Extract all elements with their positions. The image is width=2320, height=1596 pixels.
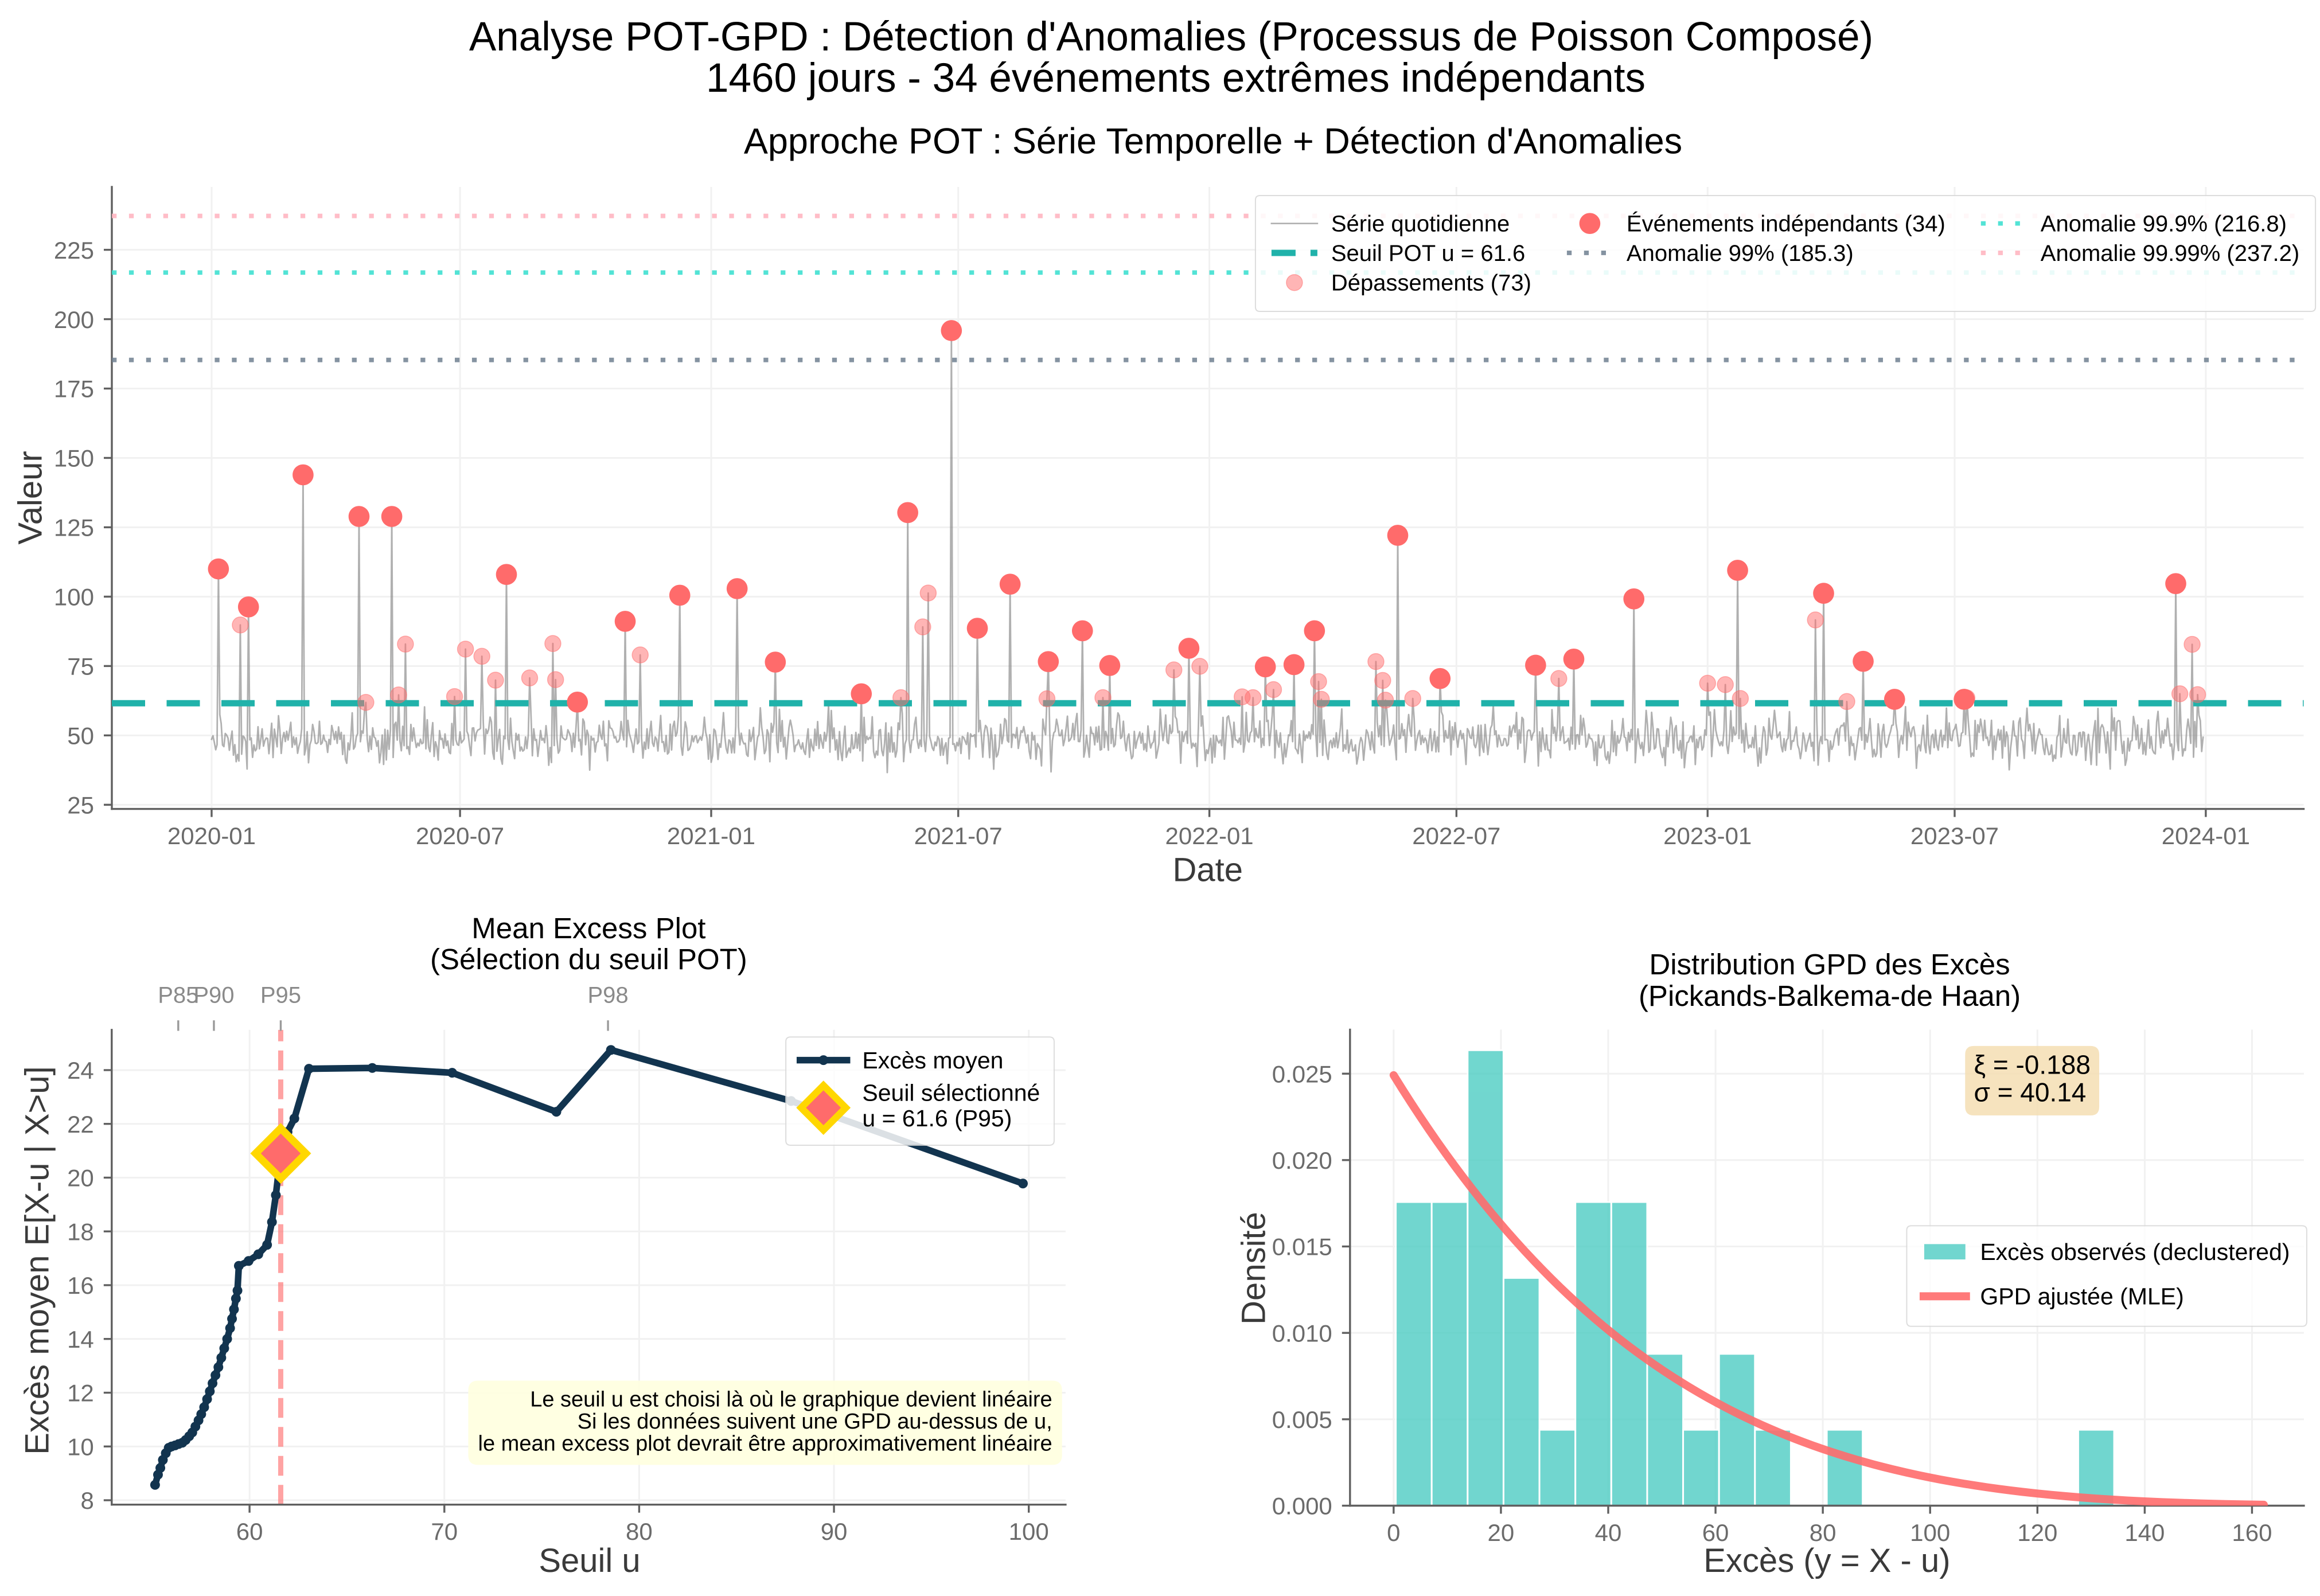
svg-text:100: 100 (1910, 1519, 1950, 1546)
svg-text:150: 150 (54, 445, 94, 472)
svg-text:75: 75 (67, 653, 94, 680)
svg-text:2023-07: 2023-07 (1910, 822, 1999, 849)
svg-text:22: 22 (67, 1111, 94, 1138)
svg-text:125: 125 (54, 514, 94, 541)
svg-text:2022-01: 2022-01 (1165, 822, 1254, 849)
svg-text:60: 60 (236, 1518, 263, 1545)
svg-text:le mean excess plot devrait êt: le mean excess plot devrait être approxi… (478, 1431, 1052, 1455)
svg-text:80: 80 (1810, 1519, 1836, 1546)
svg-text:0.010: 0.010 (1272, 1320, 1332, 1347)
svg-text:20: 20 (1488, 1519, 1515, 1546)
svg-text:8: 8 (80, 1487, 93, 1514)
svg-text:Densité: Densité (1235, 1212, 1272, 1325)
svg-text:120: 120 (2017, 1519, 2057, 1546)
svg-text:2021-07: 2021-07 (914, 822, 1003, 849)
svg-text:12: 12 (67, 1380, 94, 1407)
svg-text:1460 jours - 34 événements ext: 1460 jours - 34 événements extrêmes indé… (706, 56, 1646, 101)
svg-text:25: 25 (67, 792, 94, 819)
svg-text:Seuil u: Seuil u (539, 1542, 640, 1579)
svg-text:P98: P98 (587, 983, 628, 1008)
svg-text:225: 225 (54, 237, 94, 264)
svg-text:Excès moyen: Excès moyen (862, 1047, 1003, 1074)
svg-text:Anomalie 99.99% (237.2): Anomalie 99.99% (237.2) (2041, 241, 2299, 266)
svg-text:Dépassements (73): Dépassements (73) (1331, 271, 1531, 296)
svg-text:(Sélection du seuil POT): (Sélection du seuil POT) (430, 943, 747, 975)
svg-text:100: 100 (1009, 1518, 1049, 1545)
svg-text:80: 80 (626, 1518, 653, 1545)
svg-text:Événements indépendants (34): Événements indépendants (34) (1627, 211, 1945, 237)
svg-text:2024-01: 2024-01 (2162, 822, 2250, 849)
svg-text:P90: P90 (193, 983, 234, 1008)
svg-text:Seuil POT u = 61.6: Seuil POT u = 61.6 (1331, 241, 1525, 266)
svg-text:(Pickands-Balkema-de Haan): (Pickands-Balkema-de Haan) (1639, 980, 2021, 1012)
svg-text:Analyse POT-GPD : Détection d': Analyse POT-GPD : Détection d'Anomalies … (469, 14, 1873, 60)
svg-text:σ = 40.14: σ = 40.14 (1974, 1077, 2086, 1107)
svg-text:90: 90 (821, 1518, 848, 1545)
svg-text:0.020: 0.020 (1272, 1147, 1332, 1174)
svg-text:2020-07: 2020-07 (416, 822, 504, 849)
svg-text:160: 160 (2232, 1519, 2272, 1546)
svg-text:0.025: 0.025 (1272, 1060, 1332, 1087)
svg-text:0.000: 0.000 (1272, 1493, 1332, 1520)
svg-text:Le seuil u est choisi là où le: Le seuil u est choisi là où le graphique… (530, 1388, 1052, 1412)
svg-text:Mean Excess Plot: Mean Excess Plot (471, 912, 705, 945)
svg-text:14: 14 (67, 1326, 94, 1353)
svg-text:GPD ajustée (MLE): GPD ajustée (MLE) (1980, 1283, 2183, 1310)
svg-text:Si les données suivent une GPD: Si les données suivent une GPD au-dessus… (578, 1410, 1052, 1434)
svg-text:Excès (y = X - u): Excès (y = X - u) (1703, 1542, 1950, 1579)
svg-text:P85: P85 (158, 983, 198, 1008)
svg-text:Valeur: Valeur (11, 451, 49, 544)
svg-text:60: 60 (1702, 1519, 1729, 1546)
svg-text:2020-01: 2020-01 (167, 822, 256, 849)
svg-text:100: 100 (54, 584, 94, 611)
svg-text:20: 20 (67, 1165, 94, 1192)
svg-text:18: 18 (67, 1218, 94, 1245)
svg-text:Série quotidienne: Série quotidienne (1331, 212, 1510, 237)
svg-text:0: 0 (1387, 1519, 1400, 1546)
svg-text:2022-07: 2022-07 (1412, 822, 1500, 849)
svg-text:Distribution GPD des Excès: Distribution GPD des Excès (1649, 948, 2010, 981)
svg-text:Seuil sélectionné: Seuil sélectionné (862, 1080, 1040, 1106)
svg-text:Excès moyen E[X-u | X>u]: Excès moyen E[X-u | X>u] (19, 1066, 56, 1455)
svg-text:Excès observés (declustered): Excès observés (declustered) (1980, 1239, 2290, 1265)
svg-text:200: 200 (54, 306, 94, 333)
svg-text:175: 175 (54, 376, 94, 403)
svg-text:P95: P95 (260, 983, 301, 1008)
svg-text:ξ = -0.188: ξ = -0.188 (1974, 1049, 2090, 1079)
svg-text:Date: Date (1173, 851, 1243, 888)
svg-text:Anomalie 99% (185.3): Anomalie 99% (185.3) (1627, 241, 1854, 266)
svg-text:50: 50 (67, 723, 94, 750)
svg-text:2023-01: 2023-01 (1663, 822, 1752, 849)
svg-text:0.005: 0.005 (1272, 1406, 1332, 1433)
svg-text:u = 61.6 (P95): u = 61.6 (P95) (862, 1105, 1012, 1131)
svg-text:Approche POT : Série Temporell: Approche POT : Série Temporelle + Détect… (744, 121, 1682, 161)
svg-text:40: 40 (1595, 1519, 1622, 1546)
svg-text:70: 70 (431, 1518, 458, 1545)
svg-text:10: 10 (67, 1433, 94, 1460)
svg-text:0.015: 0.015 (1272, 1234, 1332, 1261)
svg-text:2021-01: 2021-01 (667, 822, 755, 849)
svg-text:140: 140 (2124, 1519, 2165, 1546)
svg-text:16: 16 (67, 1272, 94, 1299)
svg-text:24: 24 (67, 1057, 94, 1084)
svg-text:Anomalie 99.9% (216.8): Anomalie 99.9% (216.8) (2041, 212, 2287, 237)
